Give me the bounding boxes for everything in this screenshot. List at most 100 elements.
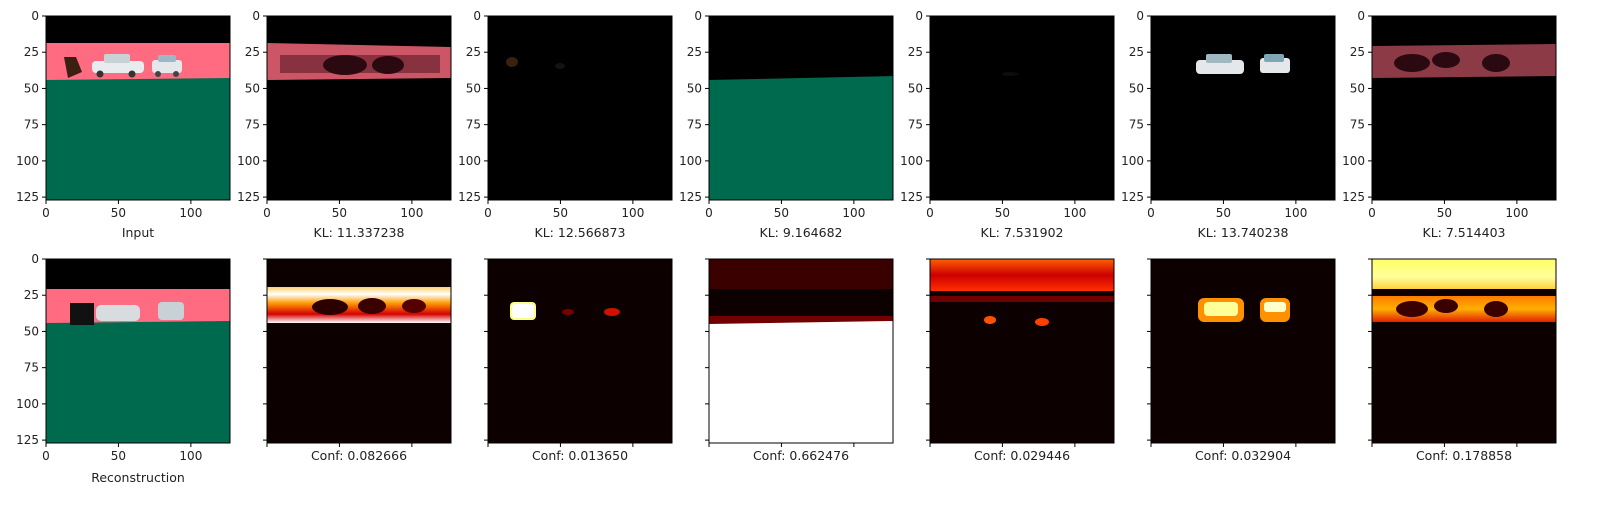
bottom_row-caption-2: Conf: 0.013650 xyxy=(532,448,628,463)
y-tick-label: 100 xyxy=(900,154,923,168)
axes-bottom-5 xyxy=(1147,258,1297,447)
y-tick-label: 50 xyxy=(466,81,481,95)
y-tick-label: 0 xyxy=(252,9,260,23)
reconstruction-image xyxy=(45,258,231,444)
y-tick-label: 75 xyxy=(24,118,39,132)
axes-top-5: 0 50 100 0 25 50 75 100 125 xyxy=(1121,9,1307,220)
heatmap-4 xyxy=(929,258,1115,444)
axes-top-3: 0 50 100 0 25 50 75 100 125 xyxy=(679,9,865,220)
axes-bottom-4 xyxy=(926,258,1076,447)
x-tick-label: 100 xyxy=(1063,206,1086,220)
y-tick-label: 0 xyxy=(473,9,481,23)
y-tick-label: 0 xyxy=(1357,9,1365,23)
y-tick-label: 75 xyxy=(24,361,39,375)
bottom_row-caption-1: Conf: 0.082666 xyxy=(311,448,407,463)
x-tick-label: 0 xyxy=(926,206,934,220)
y-tick-label: 75 xyxy=(1129,118,1144,132)
y-tick-label: 50 xyxy=(1350,81,1365,95)
x-tick-label: 50 xyxy=(1437,206,1452,220)
x-tick-label: 0 xyxy=(705,206,713,220)
component-image-4 xyxy=(929,15,1115,201)
y-tick-label: 50 xyxy=(245,81,260,95)
y-tick-label: 25 xyxy=(24,45,39,59)
top_row-caption-0: Input xyxy=(122,225,154,240)
bottom_row-caption-3: Conf: 0.662476 xyxy=(753,448,849,463)
input-image xyxy=(45,15,231,201)
x-tick-label: 100 xyxy=(400,206,423,220)
top_row-caption-3: KL: 9.164682 xyxy=(760,225,843,240)
y-tick-label: 75 xyxy=(245,118,260,132)
x-tick-label: 50 xyxy=(774,206,789,220)
x-tick-label: 0 xyxy=(42,206,50,220)
y-tick-label: 125 xyxy=(458,190,481,204)
component-image-3 xyxy=(708,15,894,201)
bottom-row xyxy=(45,258,1557,444)
y-tick-label: 50 xyxy=(24,324,39,338)
y-tick-label: 125 xyxy=(16,190,39,204)
y-tick-label: 75 xyxy=(1350,118,1365,132)
x-tick-label: 0 xyxy=(263,206,271,220)
x-tick-label: 0 xyxy=(484,206,492,220)
heatmap-5 xyxy=(1150,258,1336,444)
x-tick-label: 50 xyxy=(111,206,126,220)
y-tick-label: 100 xyxy=(16,397,39,411)
y-tick-label: 125 xyxy=(1342,190,1365,204)
y-tick-label: 0 xyxy=(694,9,702,23)
y-tick-label: 100 xyxy=(237,154,260,168)
y-tick-label: 25 xyxy=(24,288,39,302)
x-tick-label: 100 xyxy=(1505,206,1528,220)
heatmap-6 xyxy=(1371,258,1557,444)
y-tick-label: 100 xyxy=(679,154,702,168)
top-row xyxy=(45,15,1557,201)
y-tick-label: 100 xyxy=(458,154,481,168)
y-tick-label: 0 xyxy=(915,9,923,23)
component-image-1 xyxy=(266,15,452,201)
y-tick-label: 25 xyxy=(1129,45,1144,59)
x-tick-label: 100 xyxy=(1284,206,1307,220)
y-tick-label: 50 xyxy=(1129,81,1144,95)
y-tick-label: 25 xyxy=(466,45,481,59)
top_row-caption-5: KL: 13.740238 xyxy=(1198,225,1289,240)
axes-bottom-2 xyxy=(484,258,634,447)
y-tick-label: 125 xyxy=(237,190,260,204)
component-image-6 xyxy=(1371,15,1557,201)
y-tick-label: 25 xyxy=(687,45,702,59)
y-tick-label: 0 xyxy=(1136,9,1144,23)
y-tick-label: 125 xyxy=(16,433,39,447)
x-tick-label: 50 xyxy=(1216,206,1231,220)
x-tick-label: 100 xyxy=(179,449,202,463)
axes-top-6: 0 50 100 0 25 50 75 100 125 xyxy=(1342,9,1528,220)
y-tick-label: 0 xyxy=(31,252,39,266)
x-tick-label: 0 xyxy=(42,449,50,463)
y-tick-label: 75 xyxy=(908,118,923,132)
bottom_row-caption-5: Conf: 0.032904 xyxy=(1195,448,1291,463)
y-tick-label: 75 xyxy=(466,118,481,132)
component-image-2 xyxy=(487,15,673,201)
y-tick-label: 50 xyxy=(908,81,923,95)
heatmap-1 xyxy=(266,258,452,444)
captions-layer: Input KL: 11.337238 KL: 12.566873 KL: 9.164… xyxy=(91,225,1512,485)
component-image-5 xyxy=(1150,15,1336,201)
axes-top-1: 0 50 100 0 25 50 75 100 125 xyxy=(237,9,423,220)
x-tick-label: 0 xyxy=(1147,206,1155,220)
y-tick-label: 125 xyxy=(1121,190,1144,204)
x-tick-label: 50 xyxy=(332,206,347,220)
y-tick-label: 25 xyxy=(245,45,260,59)
y-tick-label: 0 xyxy=(31,9,39,23)
axes-top-0: 0 50 100 0 25 50 75 100 125 xyxy=(16,9,202,220)
top_row-caption-1: KL: 11.337238 xyxy=(314,225,405,240)
heatmap-3 xyxy=(708,258,894,444)
x-tick-label: 50 xyxy=(553,206,568,220)
y-tick-label: 25 xyxy=(908,45,923,59)
y-tick-label: 50 xyxy=(687,81,702,95)
axes-bottom-3 xyxy=(705,258,855,447)
x-tick-label: 0 xyxy=(1368,206,1376,220)
x-tick-label: 100 xyxy=(621,206,644,220)
axes-top-2: 0 50 100 0 25 50 75 100 125 xyxy=(458,9,644,220)
top_row-caption-6: KL: 7.514403 xyxy=(1423,225,1506,240)
x-tick-label: 50 xyxy=(111,449,126,463)
bottom_row-caption-4: Conf: 0.029446 xyxy=(974,448,1070,463)
bottom_row-caption-6: Conf: 0.178858 xyxy=(1416,448,1512,463)
